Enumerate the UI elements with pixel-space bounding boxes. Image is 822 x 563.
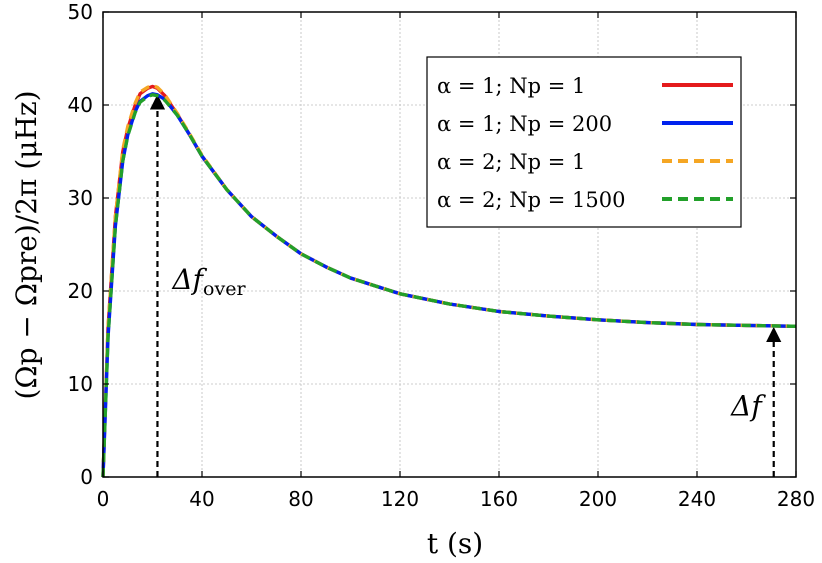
y-axis-label: (Ωp − Ωpre)/2π (μHz) (10, 90, 43, 399)
legend-label: α = 2; Np = 1 (437, 150, 585, 174)
plot-frame (102, 11, 797, 478)
x-tick-label: 40 (189, 487, 214, 511)
x-tick-label: 200 (579, 487, 617, 511)
legend-label: α = 1; Np = 200 (437, 112, 612, 136)
x-tick-label: 80 (288, 487, 313, 511)
y-tick-label: 40 (68, 93, 93, 117)
y-tick-label: 0 (80, 465, 93, 489)
x-axis-label: t (s) (427, 527, 483, 560)
x-tick-label: 280 (777, 487, 815, 511)
x-tick-label: 240 (678, 487, 716, 511)
x-tick-label: 160 (480, 487, 518, 511)
y-tick-label: 20 (68, 279, 93, 303)
legend-label: α = 2; Np = 1500 (437, 188, 625, 212)
y-tick-label: 30 (68, 186, 93, 210)
axis-ticks: 0 40 80 120 160 200 240 280 0 10 20 30 40 50 (68, 0, 816, 511)
annotation-main-text: Δf (171, 263, 207, 296)
series-lines (101, 83, 797, 478)
legend: α = 1; Np = 1 α = 1; Np = 200 α = 2; Np = … (426, 56, 742, 228)
y-tick-label: 10 (68, 372, 93, 396)
x-tick-label: 120 (381, 487, 419, 511)
annotation-label-delta-f: Δf (730, 390, 766, 423)
series-line-4 (101, 93, 797, 478)
x-tick-label: 0 (97, 487, 110, 511)
annotation-label-delta-f-over: Δfover (171, 263, 246, 300)
annotation-sub-text: over (203, 278, 246, 300)
legend-label: α = 1; Np = 1 (437, 74, 585, 98)
y-tick-label: 50 (68, 0, 93, 24)
